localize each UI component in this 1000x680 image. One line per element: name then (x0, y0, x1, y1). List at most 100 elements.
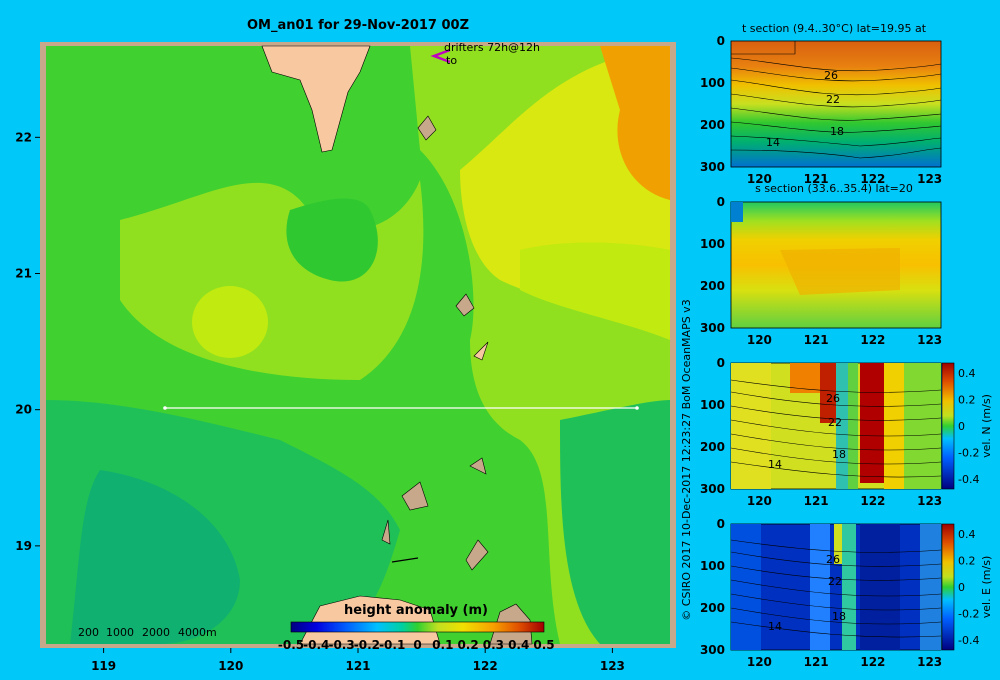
island-line (391, 557, 419, 563)
drifter-label: drifters 72h@12h (444, 41, 540, 54)
vele-colorbar-label: vel. E (m/s) (980, 556, 993, 619)
panel-y-tick-label: 100 (700, 559, 725, 573)
panel-x-tick-label: 120 (747, 655, 772, 669)
panel-y-tick-label: 0 (717, 195, 725, 209)
vel-colorbar-tick-label: 0 (958, 581, 965, 594)
t-contour-18: 18 (830, 125, 844, 138)
map-x-tick-label: 119 (91, 659, 116, 673)
colorbar-label: height anomaly (m) (344, 603, 488, 618)
panel-x-tick-label: 120 (747, 333, 772, 347)
veln-band-3 (820, 363, 836, 423)
colorbar-tick-label: -0.5 (278, 638, 304, 652)
t-contour-14: 14 (766, 136, 780, 149)
main-title: OM_an01 for 29-Nov-2017 00Z (247, 18, 469, 33)
veln-contour-18: 18 (832, 448, 846, 461)
panel-y-tick-label: 0 (717, 34, 725, 48)
veln-band-1 (731, 363, 771, 489)
panel-x-tick-label: 121 (804, 172, 829, 186)
field-green-blob (286, 198, 378, 282)
vele-colorbar (941, 523, 955, 651)
veln-band-6 (860, 363, 884, 483)
colorbar-tick-label: -0.3 (328, 638, 354, 652)
island-3 (473, 341, 489, 361)
panel-x-tick-label: 123 (917, 333, 942, 347)
depth-legend-2: 1000 (106, 626, 134, 639)
field-blob-w (192, 286, 268, 358)
credit-text: © CSIRO 2017 10-Dec-2017 12:23:27 BoM Oc… (680, 299, 693, 620)
panel-y-tick-label: 0 (717, 356, 725, 370)
veln-band-5 (848, 363, 858, 489)
vele-band-4 (842, 524, 856, 650)
panel-ticks: 120 121 122 123 0 100 200 300 120 121 122 123 0 100 20… (700, 34, 942, 669)
t-contours (730, 41, 942, 159)
veln-contour-22: 22 (828, 416, 842, 429)
map-x-tick-label: 123 (600, 659, 625, 673)
vele-band-3 (834, 524, 842, 564)
field-southwest-2 (70, 470, 240, 644)
vele-contours (730, 539, 942, 638)
panel-x-tick-label: 121 (804, 655, 829, 669)
field-yellow (460, 46, 670, 304)
panel-x-tick-label: 123 (917, 494, 942, 508)
s-section-fresh (731, 202, 743, 222)
panel-y-tick-label: 100 (700, 237, 725, 251)
section-start (163, 406, 167, 410)
vel-colorbar-tick-label: 0 (958, 420, 965, 433)
panel-x-tick-label: 122 (860, 333, 885, 347)
veln-colorbar-label: vel. N (m/s) (980, 394, 993, 458)
veln-contour-26: 26 (826, 392, 840, 405)
veln-band-4 (836, 363, 848, 489)
map-y-tick-label: 22 (15, 130, 32, 144)
land-taiwan (261, 45, 371, 153)
colorbar-tick-label: 0.1 (432, 638, 453, 652)
veln-contour-14: 14 (768, 458, 782, 471)
panel-y-tick-label: 300 (700, 482, 725, 496)
panel-x-tick-label: 120 (747, 172, 772, 186)
map-y-tick-label: 21 (15, 267, 32, 281)
island-2 (455, 293, 475, 317)
veln-band-7 (884, 363, 904, 489)
vele-band-2 (810, 524, 830, 650)
panel-y-tick-label: 200 (700, 279, 725, 293)
panel-y-tick-label: 200 (700, 118, 725, 132)
vele-contour-14: 14 (768, 620, 782, 633)
map-y-tick-label: 19 (15, 539, 32, 553)
s-section-title: s section (33.6..35.4) lat=20 (755, 182, 913, 195)
drifter-track (430, 48, 451, 64)
island-5 (401, 481, 429, 511)
s-section-core (780, 248, 900, 295)
panel-y-tick-label: 100 (700, 76, 725, 90)
vel-colorbar-tick-label: -0.2 (958, 608, 979, 621)
panel-y-tick-label: 300 (700, 160, 725, 174)
vel-colorbar-tick-label: 0.2 (958, 555, 976, 568)
t-contour-22: 22 (826, 93, 840, 106)
map-field (46, 45, 670, 645)
island-1 (417, 115, 437, 141)
field-southeast (560, 400, 670, 644)
vel-colorbar-tick-label: -0.4 (958, 473, 979, 486)
depth-legend: 200 1000 2000 4000m (78, 626, 217, 639)
t-section-title: t section (9.4..30°C) lat=19.95 at (742, 22, 927, 35)
map-x-tick-label: 120 (218, 659, 243, 673)
panel-x-tick-label: 122 (860, 655, 885, 669)
vele-band-6 (920, 524, 941, 650)
vele-contour-18: 18 (832, 610, 846, 623)
vel-colorbar-tick-label: 0.2 (958, 394, 976, 407)
panel-y-tick-label: 300 (700, 643, 725, 657)
colorbar-scale (290, 621, 545, 633)
panel-y-tick-label: 100 (700, 398, 725, 412)
vel-colorbar-tick-label: -0.4 (958, 634, 979, 647)
drifter-to: to (446, 54, 457, 67)
vel-colorbar-tick-label: -0.2 (958, 447, 979, 460)
colorbar: height anomaly (m) -0.5 -0.4 -0.3 -0.2 -0.1 0… (278, 603, 555, 652)
island-6 (381, 519, 391, 545)
colorbar-ticks: -0.5 -0.4 -0.3 -0.2 -0.1 0 0.1 0.2 0.3 0.4 0.5 (278, 638, 555, 652)
section-end (635, 406, 639, 410)
map-x-ticks: 119 120 121 122 123 (91, 648, 625, 673)
colorbar-tick-label: -0.1 (379, 638, 405, 652)
island-4 (469, 457, 487, 475)
colorbar-tick-label: 0.4 (508, 638, 529, 652)
colorbar-tick-label: 0.5 (533, 638, 554, 652)
map-y-ticks: 19 20 21 22 (15, 130, 40, 553)
field-orange (600, 46, 670, 200)
